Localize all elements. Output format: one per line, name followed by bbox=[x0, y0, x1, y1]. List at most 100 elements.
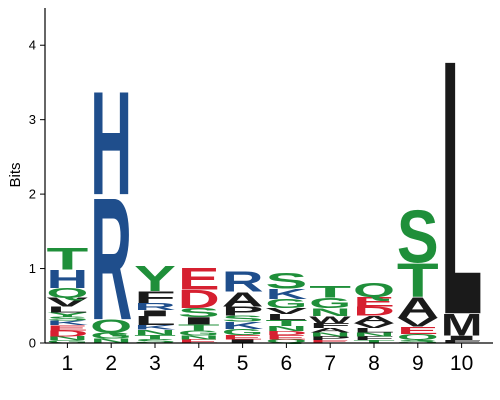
logo-letter: H bbox=[90, 60, 132, 226]
x-tick-label: 8 bbox=[368, 352, 380, 375]
logo-letter: I bbox=[134, 309, 176, 318]
logo-letter: D bbox=[266, 330, 308, 336]
logo-letter: T bbox=[178, 323, 220, 332]
logo-letter: A bbox=[222, 288, 264, 311]
logo-letter: N bbox=[134, 328, 176, 336]
logo-letter: S bbox=[47, 316, 89, 322]
logo-letter: M bbox=[441, 307, 483, 342]
logo-letter: E bbox=[178, 262, 220, 297]
logo-letter: E bbox=[178, 338, 220, 344]
logo-letter: I bbox=[222, 338, 264, 344]
logo-letter: N bbox=[353, 332, 395, 338]
x-tick-label: 2 bbox=[105, 352, 117, 375]
logo-letter: S bbox=[222, 314, 264, 323]
logo-letter: G bbox=[90, 331, 132, 340]
logo-letter: L bbox=[441, 0, 483, 391]
logo-letter: D bbox=[47, 329, 89, 338]
logo-letter: T bbox=[309, 283, 351, 302]
logo-letter: N bbox=[309, 332, 351, 338]
logo-letter: Q bbox=[397, 333, 439, 342]
logo-letter: R bbox=[222, 266, 264, 298]
x-tick-label: 1 bbox=[62, 352, 74, 375]
logo-letter: Y bbox=[47, 311, 89, 318]
logo-letter: G bbox=[47, 339, 89, 344]
logo-letter: T bbox=[134, 334, 176, 341]
logo-letter: F bbox=[134, 288, 176, 307]
logo-letter: S bbox=[134, 338, 176, 344]
logo-letter: N bbox=[178, 335, 220, 341]
logo-letter: A bbox=[353, 313, 395, 325]
logo-letter: S bbox=[397, 195, 439, 279]
logo-letter: T bbox=[266, 319, 308, 328]
logo-letter: K bbox=[266, 286, 309, 302]
logo-letter: K bbox=[47, 320, 89, 327]
x-tick-label: 6 bbox=[281, 352, 293, 375]
logo-letter: N bbox=[90, 337, 132, 344]
logo-letter: T bbox=[397, 254, 439, 307]
logo-letter: N bbox=[47, 335, 89, 341]
logo-letter: V bbox=[397, 315, 439, 329]
logo-letter: R bbox=[134, 301, 176, 313]
logo-letter: W bbox=[309, 314, 351, 325]
x-tick-label: 10 bbox=[450, 352, 473, 375]
logo-letter: N bbox=[266, 325, 308, 333]
logo-letter: K bbox=[222, 319, 264, 331]
logo-letter: S bbox=[266, 269, 308, 293]
y-tick-label: 2 bbox=[29, 187, 36, 202]
y-tick-label: 1 bbox=[29, 261, 36, 276]
logo-letter: V bbox=[266, 307, 308, 316]
logo-letter: N bbox=[309, 306, 351, 319]
logo-letter: R bbox=[90, 161, 132, 357]
logo-letter: F bbox=[309, 322, 351, 330]
logo-letter: I bbox=[178, 315, 220, 327]
logo-letter: Q bbox=[353, 278, 395, 301]
x-tick-label: 9 bbox=[412, 352, 424, 375]
logo-letter: S bbox=[178, 306, 220, 320]
logo-letter: G bbox=[178, 329, 220, 337]
logo-stacks: GNDEKSYLVQHTNGQRHSTNKLIRFYENGTISDEIEGKSP… bbox=[47, 0, 483, 391]
y-tick-label: 0 bbox=[29, 336, 36, 351]
y-tick-label: 3 bbox=[29, 112, 36, 127]
logo-letter: E bbox=[309, 339, 351, 344]
logo-letter: V bbox=[353, 322, 395, 330]
logo-letter: D bbox=[353, 304, 395, 318]
logo-letter: A bbox=[309, 327, 351, 334]
logo-letter: Q bbox=[47, 286, 89, 301]
y-tick-label: 4 bbox=[29, 38, 36, 53]
x-tick-label: 7 bbox=[324, 352, 336, 375]
logo-letter: L bbox=[47, 305, 89, 314]
x-axis-ticks: 1 2 3 4 5 6 7 8 9 10 bbox=[62, 343, 473, 375]
logo-letter: Q bbox=[90, 316, 132, 337]
logo-letter: T bbox=[353, 339, 395, 344]
logo-letter: D bbox=[178, 284, 220, 314]
logo-letter: E bbox=[353, 294, 395, 309]
logo-letter: G bbox=[222, 327, 264, 336]
logo-letter: F bbox=[441, 339, 483, 344]
logo-letter: V bbox=[47, 295, 89, 309]
logo-letter: E bbox=[397, 325, 439, 337]
logo-letter: Y bbox=[134, 258, 176, 298]
x-tick-label: 5 bbox=[237, 352, 249, 375]
logo-letter: G bbox=[266, 297, 308, 311]
logo-letter: P bbox=[309, 335, 351, 341]
y-axis-label: Bits bbox=[7, 162, 24, 187]
logo-letter: F bbox=[353, 335, 395, 341]
logo-letter: K bbox=[134, 324, 176, 331]
logo-letter: A bbox=[397, 292, 439, 324]
logo-letter: S bbox=[397, 339, 439, 344]
x-tick-label: 4 bbox=[193, 352, 205, 375]
logo-letter: G bbox=[309, 295, 351, 311]
logo-letter: L bbox=[134, 314, 176, 328]
logo-letter: Q bbox=[266, 338, 308, 344]
logo-letter: E bbox=[266, 334, 308, 341]
logo-letter: T bbox=[47, 242, 89, 277]
logo-letter: L bbox=[353, 327, 395, 334]
x-tick-label: 3 bbox=[149, 352, 161, 375]
logo-letter: I bbox=[441, 334, 483, 341]
y-axis-ticks: 0 1 2 3 4 bbox=[29, 38, 45, 351]
logo-letter: P bbox=[222, 304, 264, 318]
logo-letter: L bbox=[266, 313, 308, 322]
logo-letter: E bbox=[47, 324, 89, 332]
logo-letter: H bbox=[47, 264, 89, 294]
